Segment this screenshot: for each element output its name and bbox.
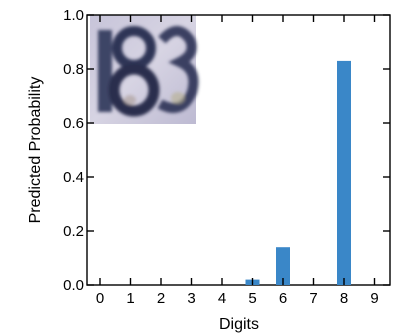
y-tick-label: 1.0 xyxy=(63,7,84,24)
y-axis-label: Predicted Probability xyxy=(27,77,44,224)
y-tick-label: 0.6 xyxy=(63,115,84,132)
bar-6 xyxy=(276,247,290,285)
x-tick-label: 0 xyxy=(96,290,104,307)
x-tick-label: 7 xyxy=(309,290,317,307)
y-tick-label: 0.2 xyxy=(63,223,84,240)
y-tick-label: 0.0 xyxy=(63,277,84,294)
x-tick-label: 1 xyxy=(126,290,134,307)
y-tick-label: 0.4 xyxy=(63,169,84,186)
x-tick-label: 6 xyxy=(279,290,287,307)
x-tick-label: 3 xyxy=(187,290,195,307)
x-axis-label: Digits xyxy=(219,316,259,333)
x-tick-label: 5 xyxy=(248,290,256,307)
x-tick-label: 8 xyxy=(340,290,348,307)
x-tick-label: 4 xyxy=(218,290,226,307)
plot-frame xyxy=(86,14,391,286)
digit-image-icon xyxy=(90,15,199,124)
x-tick-label: 2 xyxy=(157,290,165,307)
bar-8 xyxy=(337,60,351,286)
y-tick-label: 0.8 xyxy=(63,61,84,78)
x-tick-label: 9 xyxy=(370,290,378,307)
